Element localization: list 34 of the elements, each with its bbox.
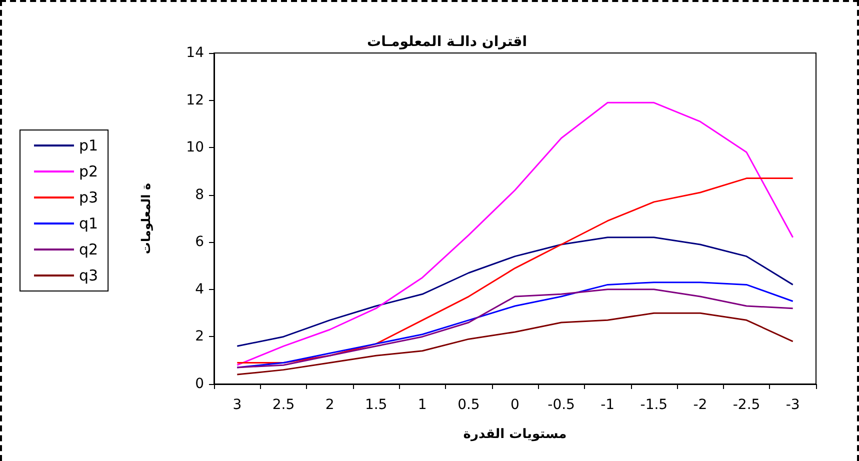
x-tick-label: 0.5 xyxy=(458,397,480,413)
x-tick-label: 2 xyxy=(325,397,334,413)
x-tick-label: 1 xyxy=(418,397,427,413)
line-series xyxy=(236,102,794,366)
y-tick-label: 2 xyxy=(195,328,204,345)
x-tick-label: -1.5 xyxy=(640,397,668,413)
x-axis-title: مستويات القدرة xyxy=(463,427,567,442)
y-tick-label: 6 xyxy=(195,234,204,250)
x-tick-label: -2.5 xyxy=(732,397,760,413)
x-tick-label: 2.5 xyxy=(272,397,295,413)
y-tick-label: 0 xyxy=(195,376,204,392)
y-tick-label: 10 xyxy=(186,140,204,156)
chart-title: اقتران دالـة المعلومـات xyxy=(366,34,528,50)
x-tick-label: -3 xyxy=(786,397,800,413)
y-tick-label: 8 xyxy=(195,186,204,203)
y-axis-title: ة المعلومات xyxy=(139,182,153,254)
line-series xyxy=(236,236,794,347)
x-tick-label: 1.5 xyxy=(364,397,388,413)
line-series xyxy=(236,178,794,364)
x-tick-label: -2 xyxy=(693,397,708,413)
legend-label: p1 xyxy=(79,136,98,154)
legend-label: p3 xyxy=(79,188,98,206)
legend-label: q2 xyxy=(79,240,98,258)
legend-label: p2 xyxy=(79,162,98,180)
line-series xyxy=(236,312,794,376)
y-tick-label: 14 xyxy=(186,45,204,61)
legend-label: q1 xyxy=(79,214,98,232)
y-tick-label: 12 xyxy=(186,92,204,108)
x-tick-label: 0 xyxy=(510,397,520,413)
y-tick-label: 4 xyxy=(195,281,204,298)
x-tick-label: 3 xyxy=(232,397,242,413)
x-tick-label: -1 xyxy=(600,397,615,413)
x-tick-label: -0.5 xyxy=(548,397,575,413)
legend-label: q3 xyxy=(79,266,98,284)
